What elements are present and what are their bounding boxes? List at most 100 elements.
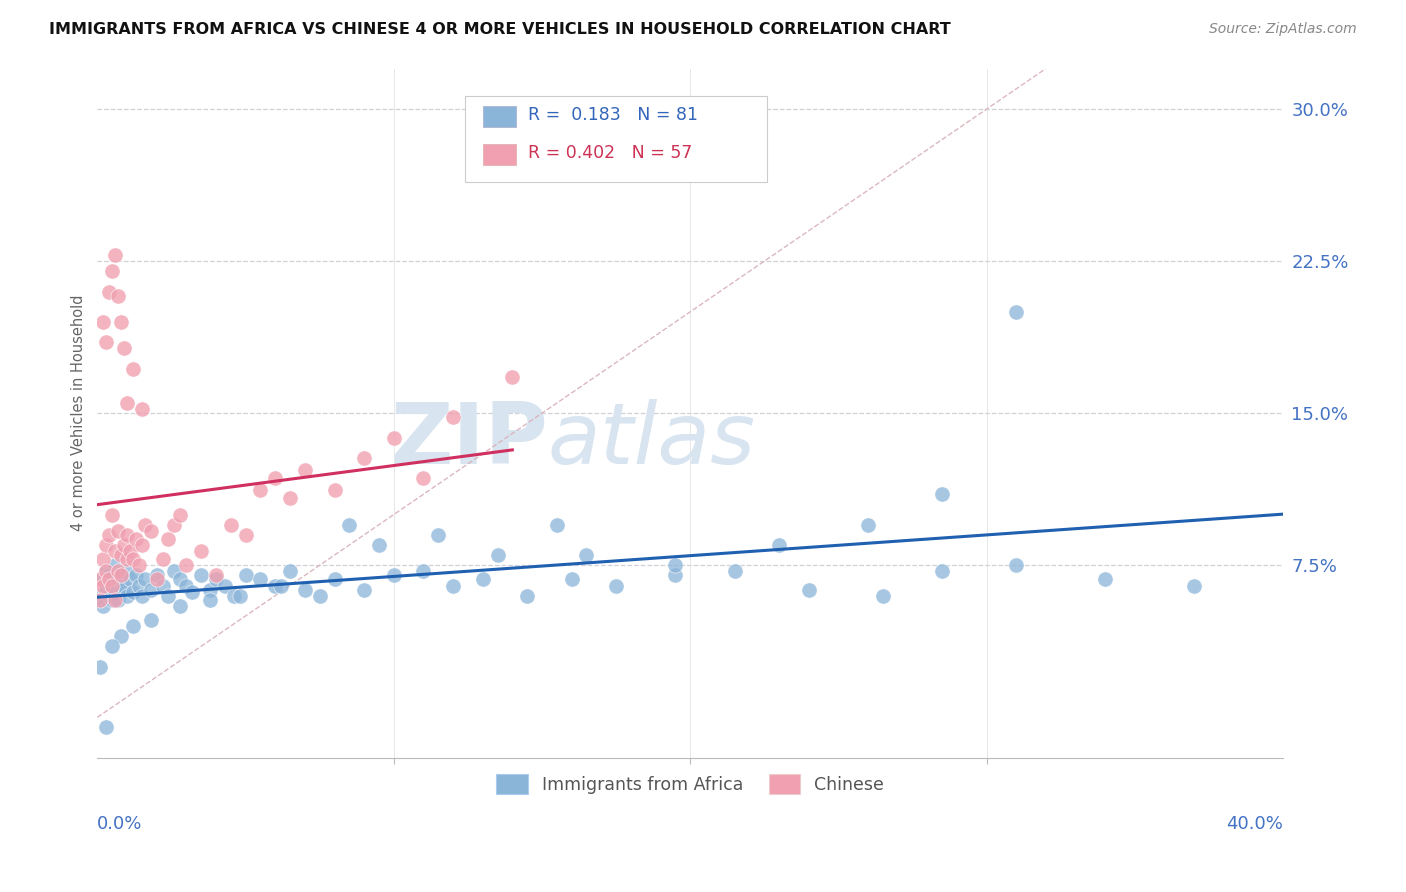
Point bbox=[104, 558, 127, 573]
Point bbox=[110, 582, 132, 597]
Point bbox=[118, 573, 141, 587]
Point bbox=[101, 578, 124, 592]
Text: IMMIGRANTS FROM AFRICA VS CHINESE 4 OR MORE VEHICLES IN HOUSEHOLD CORRELATION CH: IMMIGRANTS FROM AFRICA VS CHINESE 4 OR M… bbox=[49, 22, 950, 37]
Point bbox=[664, 558, 686, 573]
Point bbox=[110, 548, 132, 562]
Point bbox=[353, 582, 375, 597]
Point bbox=[98, 573, 121, 587]
Point bbox=[139, 524, 162, 538]
Point bbox=[112, 578, 135, 592]
Point bbox=[107, 573, 129, 587]
Point bbox=[228, 589, 250, 603]
Point bbox=[98, 528, 121, 542]
Point bbox=[605, 578, 627, 592]
Point bbox=[174, 578, 197, 592]
Point bbox=[110, 568, 132, 582]
Text: R = 0.402   N = 57: R = 0.402 N = 57 bbox=[527, 144, 692, 161]
Point bbox=[768, 538, 790, 552]
Point bbox=[110, 629, 132, 643]
Point bbox=[152, 552, 174, 566]
Point bbox=[264, 471, 287, 485]
Point bbox=[122, 619, 145, 633]
Point bbox=[104, 592, 127, 607]
Point bbox=[441, 578, 464, 592]
Point bbox=[546, 517, 568, 532]
Point bbox=[1005, 558, 1028, 573]
Point bbox=[163, 564, 186, 578]
Point bbox=[152, 578, 174, 592]
Point bbox=[101, 508, 124, 522]
Point bbox=[382, 568, 405, 582]
Point bbox=[122, 584, 145, 599]
Point bbox=[91, 315, 114, 329]
Point bbox=[169, 573, 191, 587]
Point bbox=[91, 573, 114, 587]
Point bbox=[89, 592, 111, 607]
Point bbox=[107, 564, 129, 578]
Point bbox=[122, 552, 145, 566]
Point bbox=[198, 582, 221, 597]
Point bbox=[131, 538, 153, 552]
Text: atlas: atlas bbox=[548, 400, 756, 483]
Point bbox=[110, 315, 132, 329]
Point bbox=[235, 528, 257, 542]
Point bbox=[96, 335, 118, 350]
Point bbox=[89, 573, 111, 587]
Point bbox=[486, 548, 509, 562]
Point bbox=[516, 589, 538, 603]
Point bbox=[131, 589, 153, 603]
Point bbox=[104, 248, 127, 262]
Point bbox=[96, 564, 118, 578]
Point bbox=[89, 589, 111, 603]
Y-axis label: 4 or more Vehicles in Household: 4 or more Vehicles in Household bbox=[72, 295, 86, 532]
Point bbox=[163, 517, 186, 532]
Point bbox=[270, 578, 292, 592]
Point bbox=[157, 589, 180, 603]
Point bbox=[190, 544, 212, 558]
Point bbox=[441, 410, 464, 425]
Point bbox=[128, 558, 150, 573]
Point bbox=[134, 573, 156, 587]
Point bbox=[115, 552, 138, 566]
Point bbox=[931, 487, 953, 501]
Point bbox=[101, 578, 124, 592]
Point bbox=[664, 568, 686, 582]
Point bbox=[412, 564, 434, 578]
Point bbox=[724, 564, 747, 578]
Point bbox=[101, 592, 124, 607]
Point bbox=[125, 532, 148, 546]
Point bbox=[308, 589, 330, 603]
Point bbox=[205, 568, 228, 582]
Point bbox=[104, 584, 127, 599]
Point bbox=[872, 589, 894, 603]
Point bbox=[98, 285, 121, 299]
Point bbox=[91, 578, 114, 592]
Point bbox=[1094, 573, 1116, 587]
Point bbox=[190, 568, 212, 582]
Point bbox=[98, 568, 121, 582]
Point bbox=[107, 592, 129, 607]
Point bbox=[337, 517, 360, 532]
Point bbox=[174, 558, 197, 573]
Point bbox=[249, 573, 271, 587]
Point bbox=[139, 613, 162, 627]
Point bbox=[323, 483, 346, 498]
Point bbox=[101, 640, 124, 654]
Point bbox=[501, 369, 523, 384]
Point bbox=[169, 508, 191, 522]
Point bbox=[931, 564, 953, 578]
Point bbox=[157, 532, 180, 546]
Point bbox=[181, 584, 204, 599]
Point bbox=[96, 564, 118, 578]
Point bbox=[115, 564, 138, 578]
Point bbox=[382, 430, 405, 444]
Point bbox=[264, 578, 287, 592]
FancyBboxPatch shape bbox=[465, 96, 768, 182]
Point bbox=[107, 288, 129, 302]
Point bbox=[1005, 305, 1028, 319]
Point bbox=[169, 599, 191, 613]
Point bbox=[561, 573, 583, 587]
Point bbox=[278, 564, 301, 578]
Point bbox=[122, 361, 145, 376]
Point bbox=[235, 568, 257, 582]
